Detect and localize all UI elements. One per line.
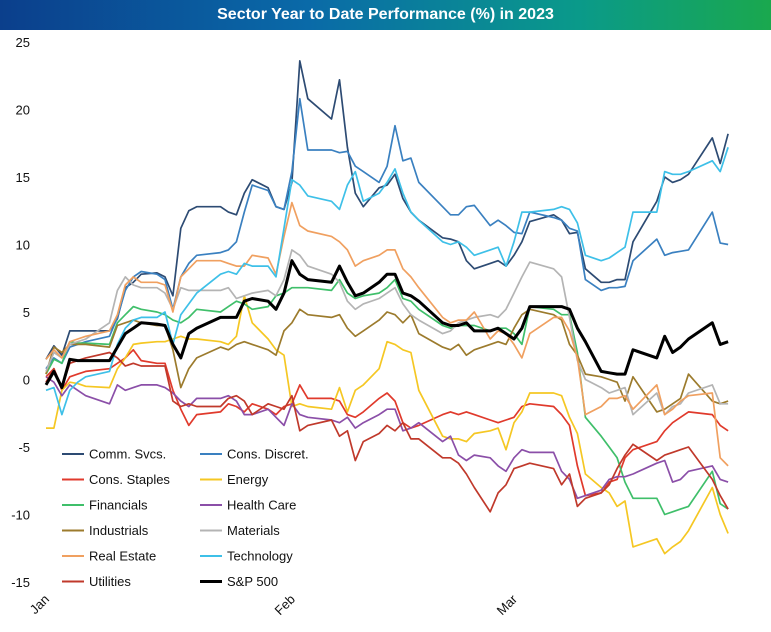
y-tick-label: 15 <box>16 170 30 185</box>
legend-label: Energy <box>227 472 269 487</box>
legend: Comm. Svcs. Cons. Discret. Cons. Staples En… <box>62 447 309 589</box>
x-tick-label: Jan <box>27 592 52 617</box>
series-line-cons-discret <box>45 97 729 370</box>
series-lines <box>44 60 729 555</box>
y-tick-label: 5 <box>23 305 30 320</box>
legend-label: S&P 500 <box>227 574 278 589</box>
series-line-materials <box>45 249 729 416</box>
legend-label: Comm. Svcs. <box>89 447 166 462</box>
x-axis: Jan Feb Mar <box>27 591 521 618</box>
y-tick-label: 25 <box>16 35 30 50</box>
legend-label: Financials <box>89 498 148 513</box>
series-line-utilities <box>45 351 729 513</box>
y-tick-label: 10 <box>16 238 30 253</box>
series-line-real-estate <box>45 201 729 467</box>
x-tick-label: Feb <box>272 592 298 618</box>
y-tick-label: 0 <box>23 373 30 388</box>
y-axis: -15 -10 -5 0 5 10 15 20 25 <box>11 35 30 590</box>
series-line-health-care <box>45 376 729 500</box>
legend-label: Real Estate <box>89 549 156 564</box>
legend-label: Cons. Discret. <box>227 447 309 462</box>
legend-label: Utilities <box>89 574 131 589</box>
legend-label: Technology <box>227 549 293 564</box>
y-tick-label: -10 <box>11 508 30 523</box>
series-line-financials <box>45 278 729 516</box>
series-line-cons-staples <box>45 348 729 497</box>
x-tick-label: Mar <box>494 591 521 618</box>
legend-label: Cons. Staples <box>89 472 170 487</box>
series-line-comm-svcs <box>45 60 729 360</box>
y-tick-label: -5 <box>18 440 30 455</box>
chart-title: Sector Year to Date Performance (%) in 2… <box>0 0 771 30</box>
series-line-s-p-500 <box>44 259 729 390</box>
legend-label: Materials <box>227 523 280 538</box>
series-line-technology <box>45 147 729 416</box>
legend-label: Health Care <box>227 498 296 513</box>
legend-label: Industrials <box>89 523 149 538</box>
y-tick-label: 20 <box>16 103 30 118</box>
y-tick-label: -15 <box>11 575 30 590</box>
series-line-energy <box>46 294 729 555</box>
line-chart: -15 -10 -5 0 5 10 15 20 25 Jan Feb Mar Comm. Svcs.… <box>11 35 729 618</box>
